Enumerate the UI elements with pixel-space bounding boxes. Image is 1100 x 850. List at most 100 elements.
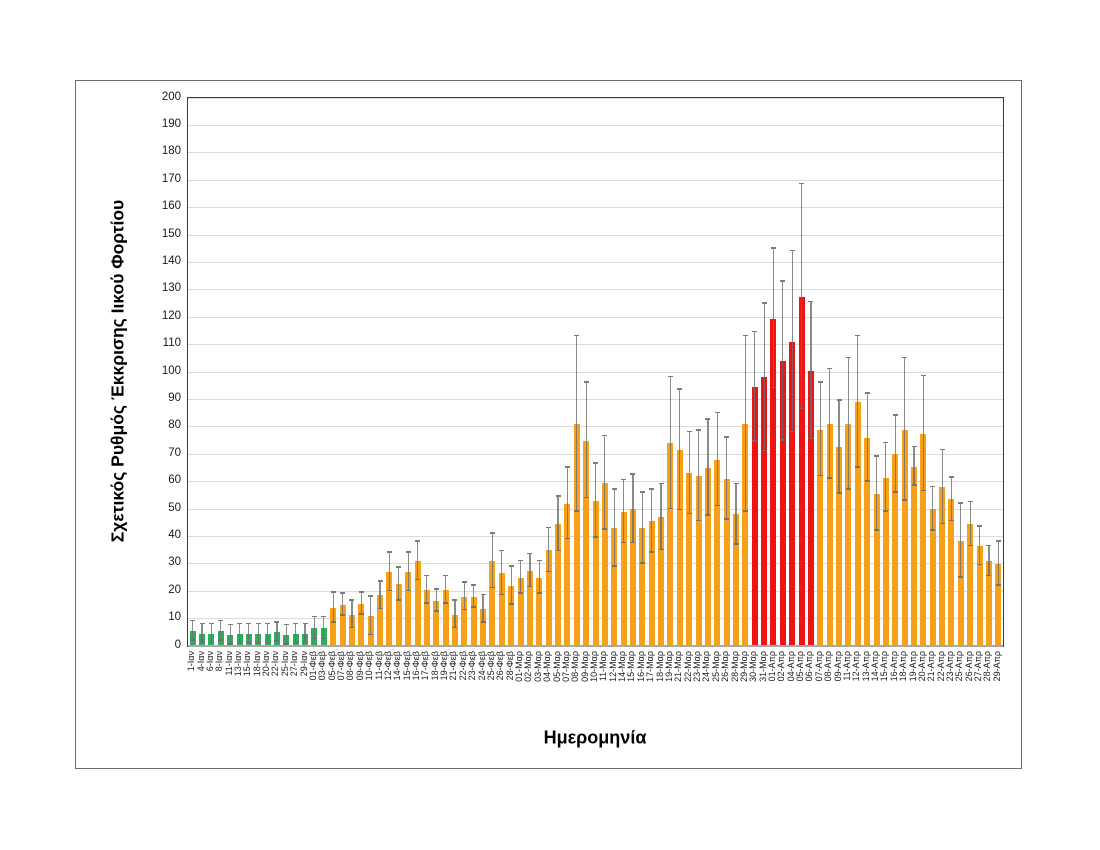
error-bar-cap <box>639 562 645 564</box>
y-tick-label: 120 <box>161 309 181 322</box>
error-bar-cap <box>330 621 336 623</box>
error-bar-cap <box>508 565 514 567</box>
error-bar-cap <box>349 626 355 629</box>
error-bar <box>491 533 494 589</box>
error-bar-cap <box>986 544 992 546</box>
error-bar-cap <box>386 551 392 553</box>
error-bar-cap <box>789 430 795 433</box>
error-bar <box>950 477 953 522</box>
error-bar <box>810 302 812 440</box>
error-bar <box>576 336 578 512</box>
error-bar-cap <box>874 529 880 531</box>
error-bar <box>847 358 850 490</box>
y-axis-tick-labels: 0 10 20 30 40 50 60 70 80 90 100 110 120 130 140 150 160… <box>131 91 181 651</box>
error-bar-cap <box>705 514 711 516</box>
error-bar-cap <box>770 386 776 389</box>
error-bar <box>707 419 709 516</box>
error-bar <box>285 625 287 645</box>
error-bar-cap <box>461 608 467 611</box>
bar <box>508 585 515 646</box>
error-bar-cap <box>845 356 851 359</box>
error-bar-cap <box>883 441 889 444</box>
error-bar <box>379 581 381 610</box>
bar <box>826 424 833 646</box>
error-bar <box>360 592 362 615</box>
error-bar-cap <box>321 637 327 640</box>
error-bar-cap <box>761 449 767 452</box>
error-bar-cap <box>564 537 570 540</box>
error-bar <box>988 546 990 577</box>
error-bar-cap <box>611 488 617 490</box>
bar <box>882 477 889 646</box>
error-bar-cap <box>742 510 748 512</box>
error-bar-cap <box>939 448 945 451</box>
error-bar-cap <box>311 615 317 618</box>
error-bar-cap <box>630 473 636 475</box>
error-bar-cap <box>995 584 1001 586</box>
error-bar <box>838 400 840 494</box>
y-tick-label: 190 <box>161 117 181 130</box>
error-bar-cap <box>396 566 402 568</box>
bar <box>536 577 543 646</box>
error-bar-cap <box>330 591 336 593</box>
y-tick-label: 200 <box>161 90 181 103</box>
error-bar-cap <box>415 540 420 542</box>
error-bar <box>416 541 419 581</box>
bar <box>526 570 533 646</box>
error-bar-cap <box>527 585 533 588</box>
bar <box>957 540 964 646</box>
bar <box>330 607 337 646</box>
gridline <box>188 261 1003 263</box>
error-bar <box>829 369 831 479</box>
error-bar <box>304 624 306 644</box>
error-bar-cap <box>967 500 973 503</box>
error-bar-cap <box>246 641 252 644</box>
error-bar-cap <box>415 578 420 581</box>
error-bar <box>238 624 241 644</box>
error-bar-cap <box>405 589 411 592</box>
error-bar <box>754 332 756 442</box>
error-bar-cap <box>639 491 645 493</box>
bar <box>489 561 496 646</box>
error-bar <box>866 393 868 482</box>
error-bar-cap <box>190 619 196 622</box>
gridline <box>188 152 1003 154</box>
error-bar-cap <box>218 619 224 622</box>
error-bar-cap <box>518 592 524 594</box>
error-bar-cap <box>227 643 233 645</box>
y-tick-label: 130 <box>161 282 181 295</box>
error-bar-cap <box>958 576 964 578</box>
bar <box>770 318 777 646</box>
error-bar <box>904 358 906 501</box>
error-bar <box>679 389 681 511</box>
bar <box>817 429 824 646</box>
error-bar-cap <box>340 592 346 594</box>
error-bar-cap <box>836 399 842 401</box>
error-bar <box>341 593 344 616</box>
error-bar <box>641 492 643 564</box>
error-bar <box>800 184 803 409</box>
error-bar-cap <box>405 551 411 553</box>
error-bar-cap <box>930 485 936 488</box>
bar <box>807 370 814 646</box>
error-bar-cap <box>311 637 317 640</box>
error-bar <box>660 484 662 551</box>
error-bar-cap <box>733 482 739 485</box>
error-bar-cap <box>340 614 346 616</box>
error-bar-cap <box>911 445 917 448</box>
error-bar-cap <box>461 581 467 583</box>
error-bar <box>229 625 231 645</box>
error-bar <box>529 554 531 588</box>
error-bar <box>885 443 887 512</box>
bar <box>358 603 365 646</box>
bar <box>751 387 758 646</box>
error-bar <box>426 576 428 604</box>
error-bar-cap <box>780 280 786 282</box>
error-bar-cap <box>724 436 730 438</box>
bar <box>423 589 430 646</box>
bar <box>948 499 955 646</box>
error-bar <box>313 617 316 640</box>
error-bar-cap <box>874 455 880 457</box>
error-bar <box>613 489 615 567</box>
bar <box>892 454 899 646</box>
